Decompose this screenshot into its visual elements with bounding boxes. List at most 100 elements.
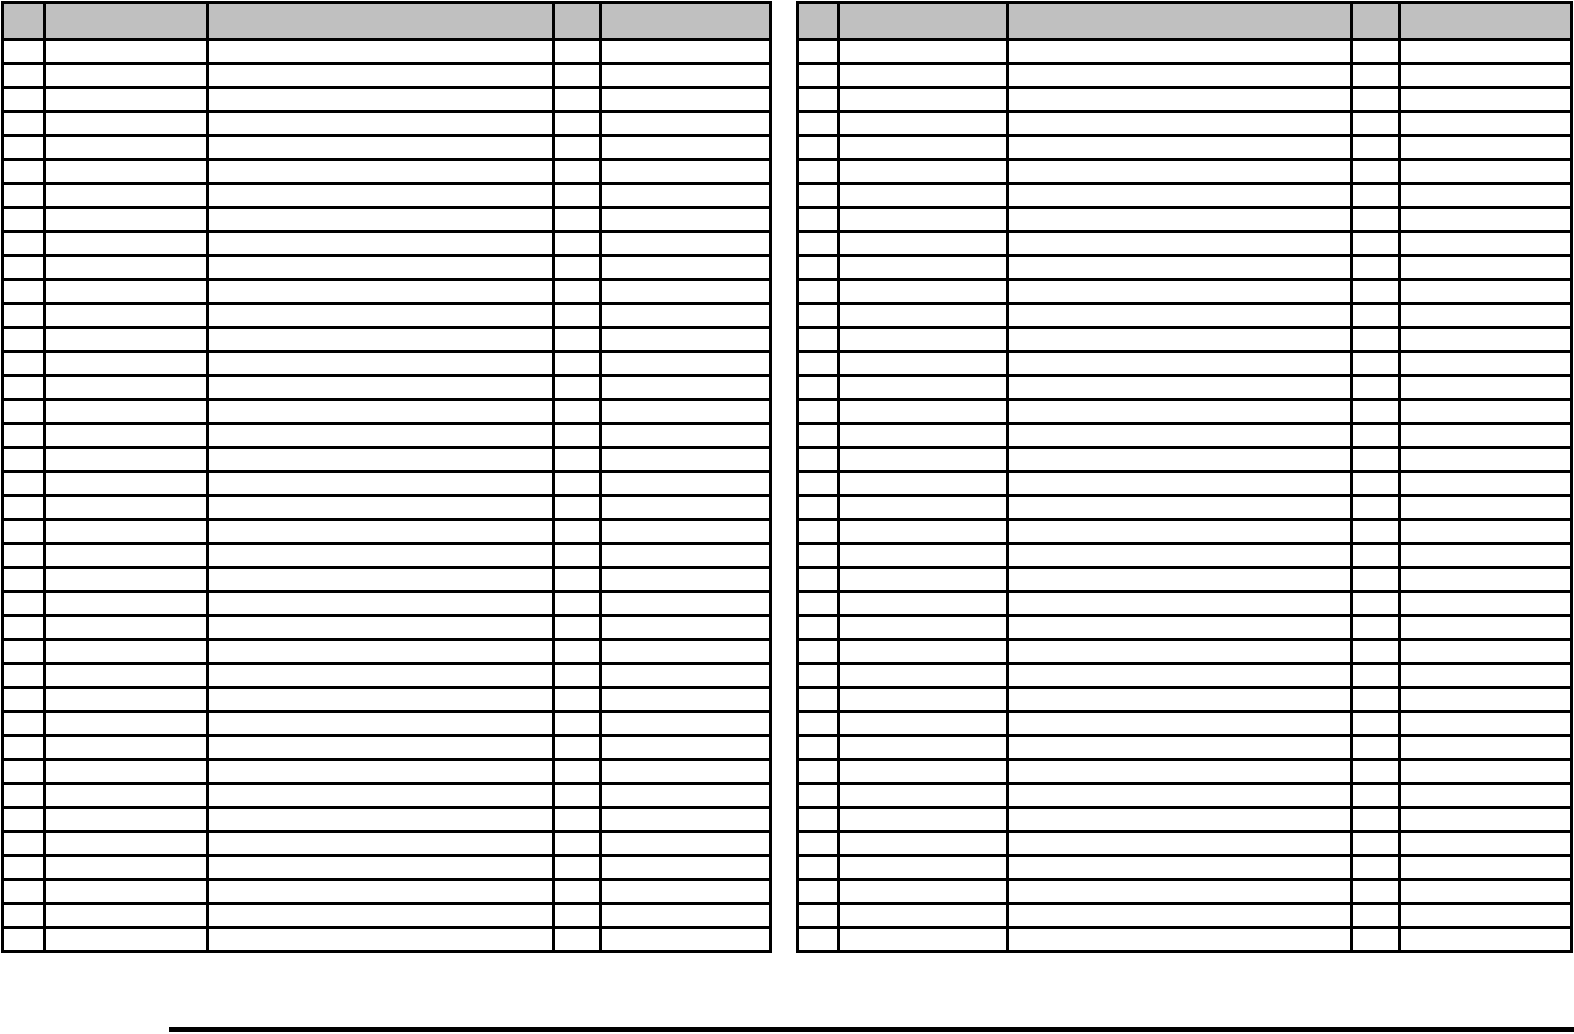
table-cell bbox=[796, 686, 840, 713]
table-cell bbox=[1398, 470, 1573, 497]
table-cell bbox=[1006, 494, 1353, 521]
table-cell bbox=[206, 854, 555, 881]
table-cell bbox=[1350, 854, 1401, 881]
header-cell bbox=[837, 1, 1009, 41]
table-cell bbox=[837, 710, 1009, 737]
table-row bbox=[1, 398, 772, 425]
table-cell bbox=[796, 806, 840, 833]
table-cell bbox=[43, 518, 209, 545]
table-cell bbox=[1006, 134, 1353, 161]
table-row bbox=[796, 566, 1573, 593]
table-cell bbox=[552, 926, 602, 953]
table-row bbox=[796, 398, 1573, 425]
table-cell bbox=[1350, 398, 1401, 425]
table-cell bbox=[796, 302, 840, 329]
table-row bbox=[1, 302, 772, 329]
table-cell bbox=[837, 446, 1009, 473]
table-cell bbox=[552, 662, 602, 689]
table-cell bbox=[1006, 350, 1353, 377]
table-cell bbox=[1006, 638, 1353, 665]
table-cell bbox=[1398, 638, 1573, 665]
table-cell bbox=[1350, 422, 1401, 449]
table-cell bbox=[796, 566, 840, 593]
table-cell bbox=[1006, 398, 1353, 425]
table-cell bbox=[206, 374, 555, 401]
table-cell bbox=[1398, 494, 1573, 521]
table-cell bbox=[1398, 782, 1573, 809]
table-cell bbox=[1, 134, 46, 161]
table-cell bbox=[837, 566, 1009, 593]
table-cell bbox=[206, 278, 555, 305]
table-cell bbox=[796, 38, 840, 65]
table-row bbox=[1, 758, 772, 785]
table-cell bbox=[1350, 470, 1401, 497]
table-cell bbox=[552, 638, 602, 665]
table-cell bbox=[1, 86, 46, 113]
table-cell bbox=[796, 398, 840, 425]
table-cell bbox=[1398, 278, 1573, 305]
table-cell bbox=[837, 62, 1009, 89]
table-cell bbox=[1, 902, 46, 929]
table-row bbox=[1, 566, 772, 593]
table-cell bbox=[796, 902, 840, 929]
table-cell bbox=[1398, 38, 1573, 65]
table-cell bbox=[796, 614, 840, 641]
table-cell bbox=[552, 470, 602, 497]
table-cell bbox=[1006, 62, 1353, 89]
table-cell bbox=[796, 350, 840, 377]
table-cell bbox=[599, 590, 772, 617]
table-row bbox=[796, 878, 1573, 905]
table-cell bbox=[1350, 734, 1401, 761]
table-cell bbox=[1, 350, 46, 377]
table-cell bbox=[206, 302, 555, 329]
table-cell bbox=[206, 350, 555, 377]
table-cell bbox=[1, 230, 46, 257]
table-cell bbox=[837, 230, 1009, 257]
table-cell bbox=[837, 182, 1009, 209]
table-row bbox=[1, 686, 772, 713]
table-row bbox=[1, 254, 772, 281]
table-cell bbox=[1398, 614, 1573, 641]
table-cell bbox=[1, 878, 46, 905]
table-cell bbox=[1, 830, 46, 857]
table-row bbox=[796, 662, 1573, 689]
table-cell bbox=[1006, 878, 1353, 905]
table-cell bbox=[1, 62, 46, 89]
table-cell bbox=[43, 110, 209, 137]
table-row bbox=[796, 902, 1573, 929]
table-cell bbox=[43, 470, 209, 497]
table-cell bbox=[1350, 446, 1401, 473]
table-row bbox=[796, 710, 1573, 737]
table-cell bbox=[1398, 758, 1573, 785]
table-cell bbox=[206, 230, 555, 257]
table-cell bbox=[552, 326, 602, 353]
header-cell bbox=[599, 1, 772, 41]
table-cell bbox=[599, 110, 772, 137]
table-cell bbox=[599, 206, 772, 233]
table-cell bbox=[1006, 830, 1353, 857]
table-row bbox=[796, 182, 1573, 209]
table-cell bbox=[837, 806, 1009, 833]
table-row bbox=[796, 542, 1573, 569]
table-cell bbox=[206, 710, 555, 737]
table-cell bbox=[837, 854, 1009, 881]
table-cell bbox=[206, 926, 555, 953]
table-row bbox=[1, 206, 772, 233]
table-cell bbox=[1, 326, 46, 353]
table-row bbox=[1, 350, 772, 377]
table-row bbox=[796, 206, 1573, 233]
table-cell bbox=[1, 782, 46, 809]
table-cell bbox=[1006, 422, 1353, 449]
table-cell bbox=[1006, 566, 1353, 593]
table-cell bbox=[1006, 710, 1353, 737]
table-cell bbox=[796, 278, 840, 305]
table-cell bbox=[599, 350, 772, 377]
table-cell bbox=[599, 710, 772, 737]
table-cell bbox=[43, 734, 209, 761]
table-cell bbox=[1, 926, 46, 953]
table-cell bbox=[1, 590, 46, 617]
table-cell bbox=[796, 710, 840, 737]
table-cell bbox=[206, 806, 555, 833]
table-cell bbox=[796, 110, 840, 137]
table-cell bbox=[599, 62, 772, 89]
